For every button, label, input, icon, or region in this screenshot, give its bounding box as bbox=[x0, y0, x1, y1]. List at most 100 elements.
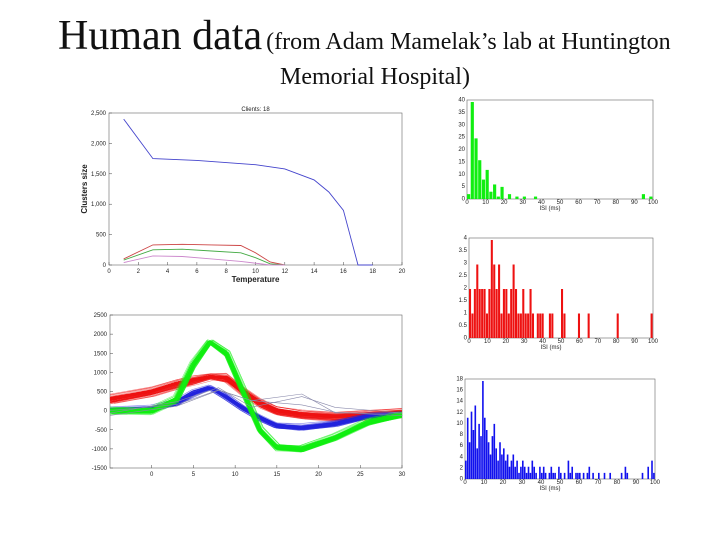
x-axis-label: Temperature bbox=[232, 275, 280, 284]
isi-bar bbox=[575, 472, 577, 480]
isi-bar bbox=[470, 102, 474, 199]
isi-histogram-0-frame bbox=[466, 99, 654, 200]
y-tick-label: 0 bbox=[104, 409, 108, 415]
isi-bar bbox=[478, 289, 481, 338]
isi-bar bbox=[533, 466, 536, 479]
y-tick-label: 2.5 bbox=[459, 273, 468, 279]
isi-bar bbox=[465, 460, 467, 480]
x-tick-label: 60 bbox=[576, 480, 583, 486]
isi-bar bbox=[478, 160, 482, 199]
isi-bar bbox=[482, 381, 484, 479]
x-tick-label: 2 bbox=[137, 269, 141, 275]
isi-bar bbox=[529, 472, 532, 480]
isi-bar bbox=[647, 466, 650, 479]
isi-bar bbox=[485, 313, 489, 338]
isi-bar bbox=[468, 442, 471, 479]
waveform-mean-green bbox=[110, 340, 403, 451]
isi-bar bbox=[510, 460, 513, 480]
isi-bar bbox=[481, 179, 486, 199]
y-tick-label: 25 bbox=[458, 135, 465, 141]
y-tick-label: 10 bbox=[456, 421, 463, 427]
isi-bar bbox=[476, 448, 479, 480]
y-tick-label: 4 bbox=[464, 236, 468, 242]
y-tick-label: -1500 bbox=[92, 466, 108, 472]
x-tick-label: 80 bbox=[614, 480, 621, 486]
waveform-trace-green bbox=[110, 340, 403, 449]
isi-bar bbox=[531, 313, 535, 338]
x-tick-label: 0 bbox=[150, 472, 154, 478]
isi-bar bbox=[527, 466, 530, 479]
x-axis-label: ISI (ms) bbox=[540, 486, 561, 492]
isi-bar bbox=[507, 313, 510, 338]
isi-bar bbox=[609, 472, 612, 480]
isi-bar bbox=[503, 448, 505, 480]
isi-bar bbox=[523, 466, 526, 479]
isi-bar bbox=[554, 472, 556, 480]
isi-bar bbox=[491, 436, 494, 480]
x-tick-label: 30 bbox=[399, 472, 406, 478]
isi-bar bbox=[558, 466, 560, 479]
y-tick-label: 20 bbox=[458, 147, 465, 153]
isi-bar bbox=[522, 289, 525, 338]
isi-bar bbox=[471, 313, 474, 338]
outlier-trace bbox=[109, 387, 403, 414]
isi-bar bbox=[567, 460, 570, 480]
y-tick-label: 16 bbox=[456, 388, 463, 394]
y-tick-label: 2 bbox=[464, 286, 468, 292]
y-tick-label: 0 bbox=[460, 477, 464, 483]
isi-bar bbox=[467, 194, 471, 199]
waveform-trace-green bbox=[109, 340, 402, 449]
isi-bar bbox=[489, 454, 492, 479]
x-tick-label: 10 bbox=[482, 200, 489, 206]
outlier-trace bbox=[109, 389, 403, 416]
y-tick-label: 1 bbox=[464, 311, 468, 317]
x-tick-label: 30 bbox=[521, 339, 528, 345]
x-tick-label: 90 bbox=[631, 200, 638, 206]
x-tick-label: 4 bbox=[166, 269, 170, 275]
x-tick-label: 20 bbox=[500, 480, 507, 486]
y-tick-label: 8 bbox=[460, 432, 464, 438]
isi-bar bbox=[541, 472, 543, 480]
y-tick-label: 5 bbox=[462, 184, 466, 190]
y-tick-label: 0 bbox=[103, 263, 107, 269]
isi-bar bbox=[474, 138, 478, 200]
isi-bar bbox=[502, 289, 505, 338]
x-tick-label: 10 bbox=[481, 480, 488, 486]
title-main: Human data bbox=[58, 13, 263, 59]
isi-bar bbox=[587, 313, 590, 338]
isi-bar bbox=[616, 313, 619, 338]
isi-bar bbox=[529, 289, 532, 338]
isi-bar bbox=[497, 460, 499, 480]
y-tick-label: 2 bbox=[460, 465, 464, 471]
isi-bar bbox=[488, 289, 491, 338]
temperature-plot-frame bbox=[108, 112, 403, 266]
isi-bar bbox=[579, 472, 581, 480]
isi-bar bbox=[478, 423, 480, 480]
x-tick-label: 80 bbox=[612, 200, 619, 206]
isi-bar bbox=[542, 466, 545, 479]
x-tick-label: 14 bbox=[311, 269, 318, 275]
x-tick-label: 5 bbox=[192, 472, 196, 478]
isi-bar bbox=[653, 472, 655, 480]
isi-bar bbox=[466, 417, 469, 479]
y-tick-label: 18 bbox=[456, 377, 463, 383]
isi-bar bbox=[522, 460, 524, 480]
slide-title: Human data (from Adam Mamelak’s lab at H… bbox=[58, 13, 718, 90]
x-tick-label: 20 bbox=[315, 472, 322, 478]
isi-bar bbox=[531, 460, 534, 480]
isi-bar bbox=[504, 460, 507, 480]
isi-bar bbox=[539, 313, 542, 338]
isi-bar bbox=[490, 240, 493, 338]
isi-bar bbox=[473, 289, 476, 338]
series-line-3 bbox=[123, 255, 285, 266]
y-tick-label: 30 bbox=[458, 122, 465, 128]
y-tick-label: 10 bbox=[458, 172, 465, 178]
y-tick-label: -500 bbox=[95, 428, 108, 434]
waveform-trace-red bbox=[109, 378, 400, 420]
isi-bar bbox=[626, 472, 629, 480]
isi-bar bbox=[512, 264, 515, 338]
y-tick-label: 14 bbox=[456, 399, 463, 405]
x-tick-label: 90 bbox=[631, 339, 638, 345]
isi-bar bbox=[548, 313, 551, 338]
y-axis-label: Clusters size bbox=[80, 164, 89, 214]
